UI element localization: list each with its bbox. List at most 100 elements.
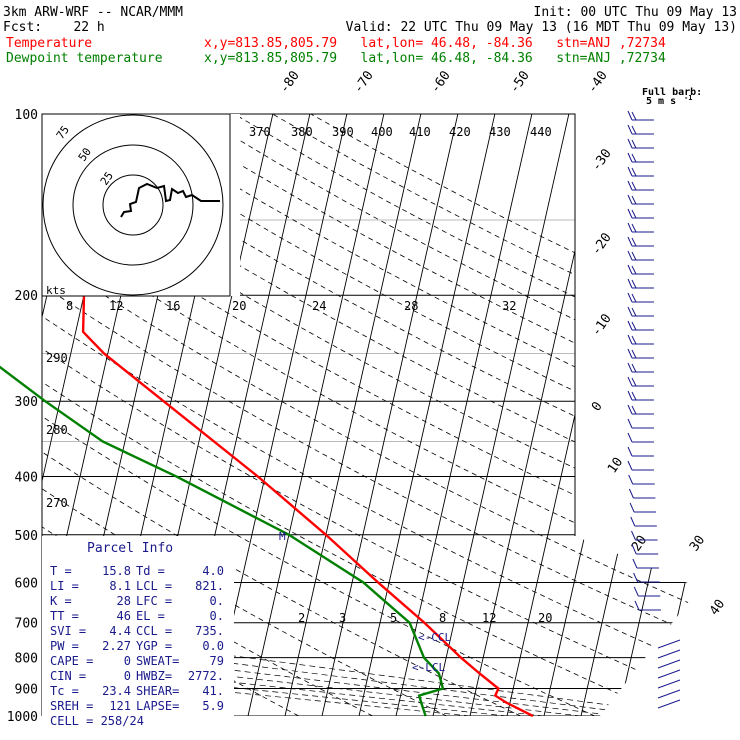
wind-barb [627,152,654,163]
barb-flag [631,209,637,219]
barb-flag [632,558,638,569]
barb-flag [631,223,637,233]
barb-flag [631,544,637,555]
barb-flag [627,292,633,303]
wind-barb [627,376,654,387]
low-level-barb [657,669,681,679]
hodo-speed-label: 24 [312,299,326,313]
pressure-label: 900 [15,682,38,697]
parcel-value: 2772. [188,669,224,683]
hodo-units-label: kts [46,284,66,297]
barb-flag [627,236,633,247]
dry-adiabat [42,114,447,716]
temperature-location: x,y=813.85,805.79 lat,lon= 46.48, -84.36… [204,36,666,51]
hodo-speed-label: 12 [109,299,123,313]
barb-legend-title: Full barb: [642,87,702,98]
isotherm [395,114,533,716]
barb-flag [629,502,635,513]
moist-adiabat [42,294,582,716]
barb-flag [631,111,637,121]
wind-barbs [627,110,681,709]
barb-flag [627,306,633,317]
barb-flag [631,279,637,289]
barb-flag [627,166,633,177]
barb-flag [627,432,633,443]
m-marker: M [279,530,286,543]
dry-adiabat [42,114,690,716]
mixing-ratio-label: 5 [390,611,397,625]
theta-label: 290 [46,351,68,365]
parcel-cell: CELL = 258/24 [50,714,144,728]
dry-adiabat [42,114,690,716]
pressure-label: 500 [15,529,38,544]
hodograph-ring-25 [102,174,164,236]
dry-adiabat [42,114,690,716]
header: 3km ARW-WRF -- NCAR/MMM Init: 00 UTC Thu… [3,5,737,66]
isotherm-label: -30 [589,146,615,174]
isotherm [469,114,607,716]
parcel-key: Tc = [50,684,79,698]
parcel-key: TT = [50,609,79,623]
parcel-value: 4.0 [202,564,224,578]
barb-flag [627,180,633,191]
barb-flag [631,405,637,415]
barb-flag [631,391,637,401]
barb-flag [627,390,633,401]
isotherm-label: -70 [351,68,377,96]
low-level-barb [657,649,681,659]
isotherm-label: 10 [605,455,626,476]
theta-label: 390 [332,125,354,139]
barb-flag [631,237,637,247]
parcel-value: 2.27 [102,639,131,653]
parcel-value: 0. [210,594,224,608]
theta-label: 440 [530,125,552,139]
theta-label: 410 [409,125,431,139]
theta-label: 420 [449,125,471,139]
parcel-key: PW = [50,639,79,653]
valid-time: Valid: 22 UTC Thu 09 May 13 (16 MDT Thu … [346,20,737,35]
dry-adiabat [42,114,690,716]
dry-adiabat [42,114,669,716]
wind-barb [633,572,660,583]
barb-flag [631,265,637,275]
hodograph: 75 50 25 kts [41,113,240,297]
mixing-ratio-label: 3 [339,611,346,625]
isotherm-label: -10 [589,311,615,339]
low-level-barb [657,679,681,689]
barb-flag [627,250,633,261]
theta-label: 370 [249,125,271,139]
parcel-value: 23.4 [102,684,131,698]
barb-flag [631,293,637,303]
parcel-key: CIN = [50,669,86,683]
barb-flag [634,600,640,611]
hodo-speed-label: 28 [404,299,418,313]
barb-flag [627,124,633,135]
barb-flag [627,320,633,331]
isotherm-label: 0 [589,399,606,414]
theta-label: 270 [46,496,68,510]
barb-flag [627,404,633,415]
wind-barb [627,460,654,471]
parcel-info-bg [42,536,234,726]
barb-flag [633,586,639,597]
barb-flag [631,181,637,191]
parcel-key: SWEAT= [136,654,179,668]
dry-adiabat [195,114,690,716]
parcel-value: 8.1 [109,579,131,593]
parcel-key: Td = [136,564,165,578]
barb-flag [631,195,637,205]
pressure-label: 200 [15,289,38,304]
hodograph-ring-75 [42,114,224,296]
barb-flag [627,460,633,471]
hodograph-ring-50 [72,144,194,266]
wind-barb [627,138,654,149]
wind-barb [627,208,654,219]
barb-flag [627,446,633,457]
mixing-ratio-label: 20 [538,611,552,625]
dry-adiabat [42,114,690,716]
mixing-ratio-label: 8 [439,611,446,625]
barb-legend: Full barb: 5 m s -1 [642,87,702,107]
parcel-key: LI = [50,579,79,593]
parcel-key: HWBZ= [136,669,172,683]
